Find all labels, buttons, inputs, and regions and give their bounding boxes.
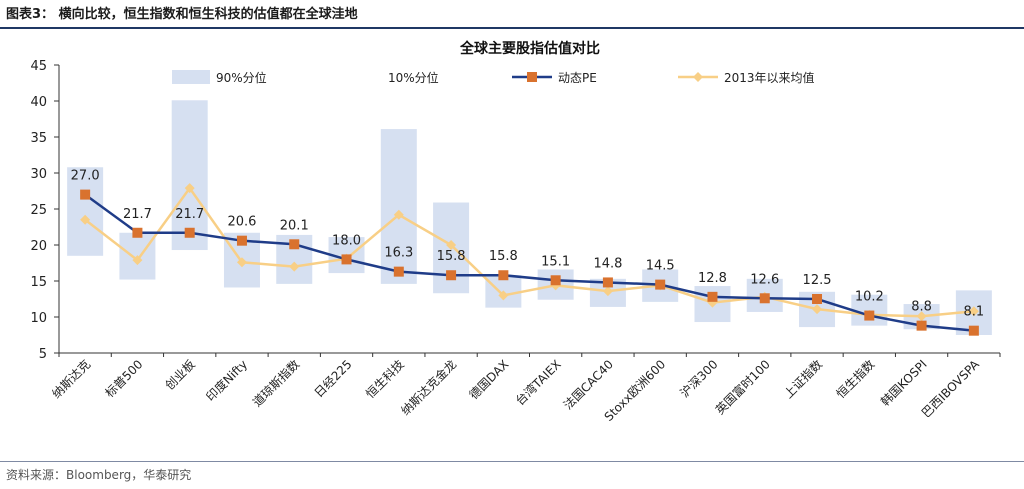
pe-label-7: 15.8 (437, 249, 466, 264)
avg-point-7 (446, 240, 457, 250)
x-tick-label-6: 恒生科技 (363, 357, 407, 401)
legend-swatch-band-top (172, 70, 210, 84)
pe-label-14: 12.5 (803, 273, 832, 288)
avg-point-3 (236, 257, 247, 268)
pe-point-11 (655, 279, 666, 290)
avg-point-14 (812, 304, 823, 315)
pe-label-10: 14.8 (593, 256, 622, 271)
legend-marker-pe (527, 72, 537, 82)
pe-point-4 (289, 239, 300, 250)
pe-point-15 (864, 310, 875, 321)
legend-label-band-top: 90%分位 (216, 70, 267, 85)
x-tick-label-1: 标普500 (102, 357, 145, 400)
band-0 (67, 167, 104, 256)
pe-line (84, 193, 974, 332)
x-tick-label-8: 德国DAX (466, 357, 512, 403)
legend-label-band-bottom: 10%分位 (388, 70, 439, 85)
x-tick-label-5: 日经225 (312, 357, 355, 400)
y-tick-label-25: 25 (30, 203, 47, 218)
x-tick-label-14: 上证指数 (781, 357, 826, 402)
x-tick-label-9: 台湾TAIEX (512, 357, 564, 409)
pe-point-8 (498, 270, 509, 281)
pe-point-12 (707, 291, 718, 302)
x-tick-label-15: 恒生指数 (833, 357, 878, 402)
avg-point-6 (393, 209, 404, 220)
y-tick-label-5: 5 (39, 347, 47, 362)
pe-label-12: 12.8 (698, 271, 727, 286)
x-tick-label-0: 纳斯达克 (49, 357, 93, 401)
pe-label-4: 20.1 (280, 218, 309, 233)
y-tick-label-45: 45 (30, 59, 47, 74)
avg-point-2 (184, 183, 195, 194)
pe-label-1: 21.7 (123, 207, 152, 222)
pe-label-0: 27.0 (71, 169, 100, 184)
pe-point-17 (968, 325, 979, 336)
avg-line (84, 185, 974, 318)
pe-label-5: 18.0 (332, 233, 361, 248)
x-tick-label-10: 法国CAC40 (561, 357, 616, 412)
band-6 (380, 129, 417, 284)
y-tick-label-30: 30 (30, 167, 47, 182)
y-tick-label-40: 40 (30, 95, 47, 110)
pe-point-10 (602, 277, 613, 288)
x-tick-label-7: 纳斯达克金龙 (398, 357, 460, 419)
x-tick-label-12: 沪深300 (678, 357, 721, 400)
pe-label-3: 20.6 (227, 215, 256, 230)
avg-point-1 (132, 255, 143, 266)
pe-label-16: 8.8 (911, 300, 932, 315)
pe-label-11: 14.5 (646, 259, 675, 274)
y-tick-label-10: 10 (30, 311, 47, 326)
band-2 (171, 100, 208, 251)
y-tick-label-20: 20 (30, 239, 47, 254)
chart: 全球主要股指估值对比 90%分位 10%分位 动态PE 2013年以来均值 5 1… (30, 40, 1001, 424)
pe-point-3 (236, 235, 247, 246)
y-tick-label-15: 15 (30, 275, 47, 290)
top-rule (0, 27, 1024, 29)
legend: 90%分位 10%分位 动态PE 2013年以来均值 (172, 70, 815, 85)
source-note: 资料来源：Bloomberg，华泰研究 (6, 468, 192, 482)
avg-point-17 (968, 306, 979, 317)
figure-title: 图表3： 横向比较，恒生指数和恒生科技的估值都在全球洼地 (6, 7, 358, 22)
legend-label-avg: 2013年以来均值 (724, 70, 815, 85)
chart-title: 全球主要股指估值对比 (459, 40, 600, 57)
pe-point-13 (759, 293, 770, 304)
pe-point-7 (446, 270, 457, 281)
pe-label-17: 8.1 (964, 305, 985, 320)
avg-point-8 (498, 290, 509, 301)
x-tick-label-2: 创业板 (162, 357, 197, 392)
avg-point-10 (602, 286, 613, 297)
pe-point-0 (80, 189, 91, 200)
bottom-rule (0, 461, 1024, 462)
avg-point-16 (916, 311, 927, 322)
y-tick-label-35: 35 (30, 131, 47, 146)
pe-label-6: 16.3 (384, 246, 413, 261)
pe-point-5 (341, 254, 352, 265)
avg-point-4 (289, 261, 300, 272)
x-tick-label-4: 道琼斯指数 (249, 357, 302, 410)
pe-point-2 (184, 227, 195, 238)
pe-point-9 (550, 275, 561, 286)
avg-point-0 (80, 214, 91, 225)
pe-point-1 (132, 227, 143, 238)
x-tick-label-16: 韩国KOSPI (877, 357, 929, 409)
x-tick-label-13: 英国富时100 (712, 357, 773, 418)
pe-label-9: 15.1 (541, 254, 570, 269)
x-tick-label-3: 印度Nifty (203, 357, 250, 404)
pe-label-8: 15.8 (489, 249, 518, 264)
legend-marker-avg (693, 72, 703, 82)
pe-point-16 (916, 320, 927, 331)
pe-label-2: 21.7 (175, 207, 204, 222)
pe-label-15: 10.2 (855, 290, 884, 305)
legend-label-pe: 动态PE (558, 71, 597, 85)
pe-point-14 (812, 294, 823, 304)
plot-area: 5 10 15 20 25 30 35 40 45 27.0 21.7 21.7 20.6 20.1 18.… (30, 59, 1001, 424)
pe-point-6 (393, 266, 404, 277)
pe-label-13: 12.6 (750, 272, 779, 287)
